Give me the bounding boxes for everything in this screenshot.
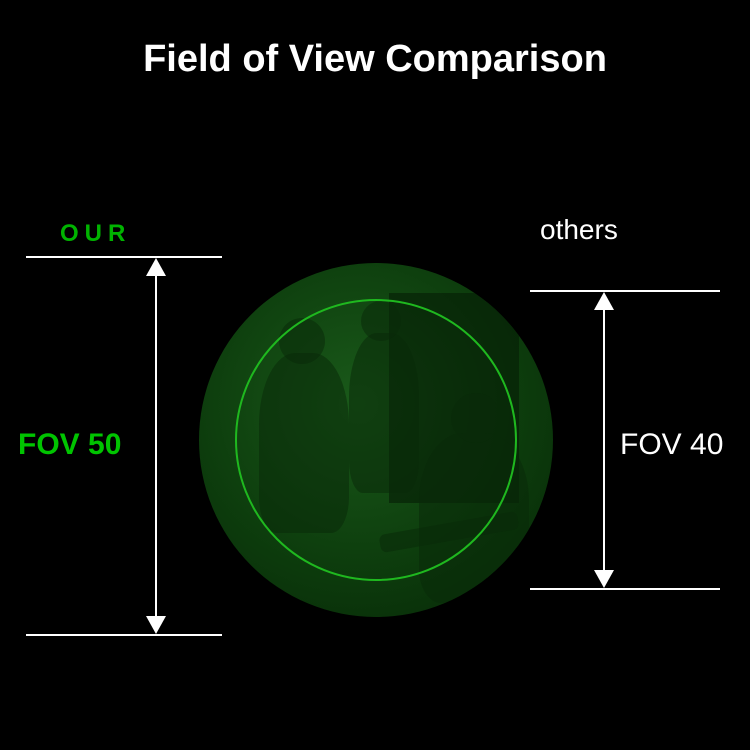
right-top-line (530, 290, 720, 292)
left-arrow-down (146, 616, 166, 634)
right-arrow-down (594, 570, 614, 588)
left-arrow-line (155, 276, 157, 616)
others-label: others (540, 214, 618, 246)
right-arrow-up (594, 292, 614, 310)
left-bottom-line (26, 634, 222, 636)
page-title: Field of View Comparison (0, 38, 750, 81)
fov-40-label: FOV 40 (620, 428, 723, 462)
left-arrow-up (146, 258, 166, 276)
our-label: OUR (60, 220, 131, 248)
right-bottom-line (530, 588, 720, 590)
left-top-line (26, 256, 222, 258)
fov-50-label: FOV 50 (18, 428, 121, 462)
fov-inner-ring (235, 299, 517, 581)
right-arrow-line (603, 310, 605, 570)
